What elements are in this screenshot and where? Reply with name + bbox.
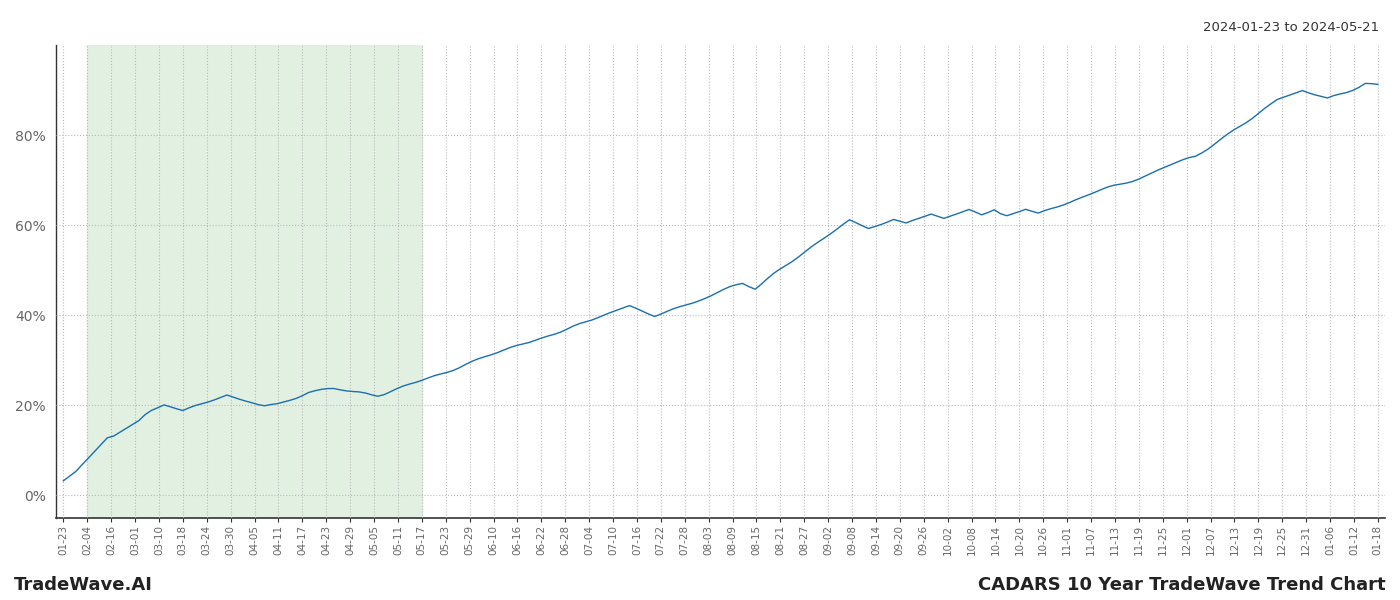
Text: CADARS 10 Year TradeWave Trend Chart: CADARS 10 Year TradeWave Trend Chart [979, 576, 1386, 594]
Text: TradeWave.AI: TradeWave.AI [14, 576, 153, 594]
Text: 2024-01-23 to 2024-05-21: 2024-01-23 to 2024-05-21 [1203, 21, 1379, 34]
Bar [87, 45, 421, 518]
